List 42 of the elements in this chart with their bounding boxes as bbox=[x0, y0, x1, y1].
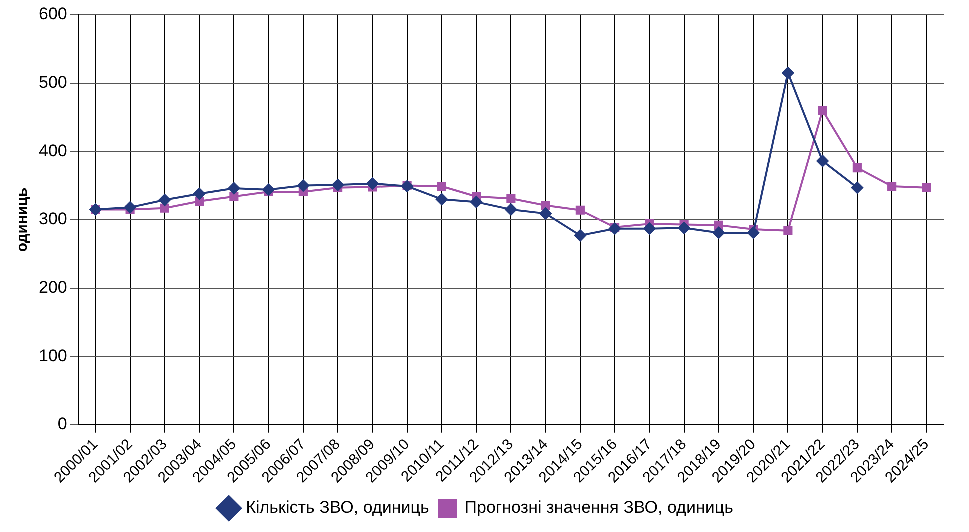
y-tick-label: 500 bbox=[38, 73, 68, 92]
y-tick-label: 300 bbox=[38, 210, 68, 229]
point bbox=[888, 182, 897, 192]
point bbox=[470, 196, 483, 208]
y-axis-title: одиниць bbox=[14, 188, 32, 252]
point bbox=[262, 184, 275, 196]
point bbox=[851, 182, 864, 194]
point bbox=[506, 194, 516, 204]
legend-label: Кількість ЗВО, одиниць bbox=[246, 498, 430, 518]
point bbox=[505, 204, 518, 216]
point bbox=[818, 106, 828, 116]
point bbox=[436, 193, 448, 206]
point bbox=[852, 164, 862, 173]
y-tick-label: 400 bbox=[38, 141, 68, 160]
point bbox=[160, 204, 170, 213]
point bbox=[816, 155, 829, 168]
point bbox=[784, 226, 793, 236]
point bbox=[228, 182, 240, 195]
y-tick-label: 100 bbox=[38, 346, 68, 366]
legend-label: Прогнозні значення ЗВО, одиниць bbox=[464, 498, 734, 518]
point bbox=[437, 182, 446, 192]
point bbox=[194, 188, 206, 200]
y-tick-label: 0 bbox=[58, 414, 68, 434]
point bbox=[609, 222, 622, 235]
y-tick-label: 600 bbox=[38, 4, 68, 24]
point bbox=[922, 183, 932, 192]
point bbox=[678, 222, 690, 234]
point bbox=[158, 194, 171, 206]
point bbox=[230, 192, 239, 202]
y-tick-label: 200 bbox=[38, 278, 68, 297]
point bbox=[124, 202, 136, 214]
point bbox=[540, 208, 552, 220]
point bbox=[574, 230, 586, 242]
point bbox=[782, 67, 794, 80]
point bbox=[297, 180, 310, 192]
point bbox=[748, 226, 760, 239]
point bbox=[576, 206, 585, 215]
point bbox=[644, 222, 656, 235]
point bbox=[541, 201, 550, 210]
point bbox=[366, 178, 379, 190]
point bbox=[712, 226, 725, 239]
point bbox=[332, 179, 344, 192]
